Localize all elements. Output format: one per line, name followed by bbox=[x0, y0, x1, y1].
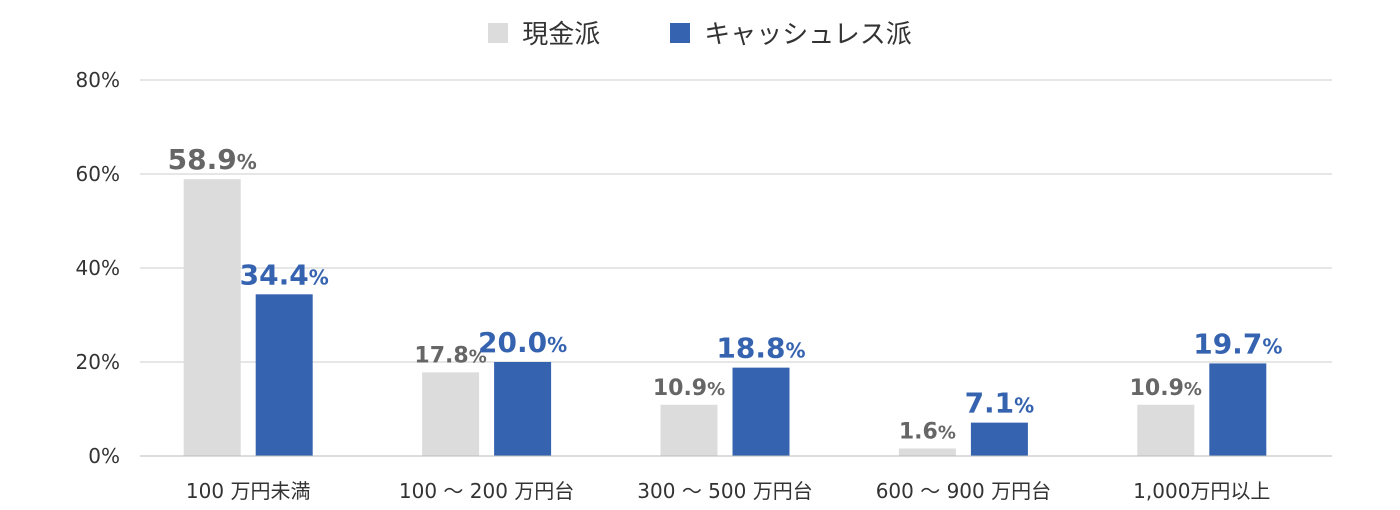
y-tick-label: 60% bbox=[76, 162, 120, 186]
x-tick-label: 600 〜 900 万円台 bbox=[876, 479, 1051, 503]
legend-label-cashless: キャッシュレス派 bbox=[704, 20, 912, 50]
data-label-cash: 17.8% bbox=[414, 343, 486, 368]
legend-swatch-cash bbox=[488, 22, 509, 43]
data-label-cashless: 20.0% bbox=[478, 326, 567, 359]
x-tick-label: 1,000万円以上 bbox=[1133, 479, 1270, 503]
bar-cash bbox=[898, 448, 956, 456]
legend-item-cashless: キャッシュレス派 bbox=[670, 14, 912, 51]
data-label-cash: 10.9% bbox=[1130, 376, 1202, 401]
data-label-cash: 1.6% bbox=[899, 419, 956, 444]
legend-label-cash: 現金派 bbox=[522, 20, 601, 50]
y-tick-label: 0% bbox=[88, 444, 120, 468]
bar-cash bbox=[1137, 404, 1195, 456]
bar-cash bbox=[183, 179, 241, 457]
y-tick-label: 20% bbox=[76, 350, 120, 374]
bar-cashless bbox=[1209, 363, 1267, 456]
y-tick-label: 80% bbox=[76, 68, 120, 92]
y-tick-label: 40% bbox=[76, 256, 120, 280]
data-label-cashless: 34.4% bbox=[240, 258, 329, 291]
x-tick-label: 100 万円未満 bbox=[186, 479, 311, 503]
chart-legend: 現金派 キャッシュレス派 bbox=[0, 14, 1400, 51]
legend-item-cash: 現金派 bbox=[488, 14, 600, 51]
bar-cashless bbox=[732, 367, 790, 456]
x-tick-label: 100 〜 200 万円台 bbox=[399, 479, 574, 503]
bar-cashless bbox=[494, 362, 552, 456]
bar-cashless bbox=[970, 422, 1028, 456]
data-label-cash: 10.9% bbox=[653, 376, 725, 401]
data-label-cashless: 18.8% bbox=[716, 332, 805, 365]
bar-cash bbox=[660, 404, 718, 456]
bar-cashless bbox=[255, 294, 313, 456]
bar-cash bbox=[422, 372, 480, 456]
x-tick-label: 300 〜 500 万円台 bbox=[637, 479, 812, 503]
data-label-cash: 58.9% bbox=[168, 143, 257, 176]
data-label-cashless: 19.7% bbox=[1193, 327, 1282, 360]
data-label-cashless: 7.1% bbox=[965, 387, 1035, 420]
legend-swatch-cashless bbox=[670, 22, 691, 43]
